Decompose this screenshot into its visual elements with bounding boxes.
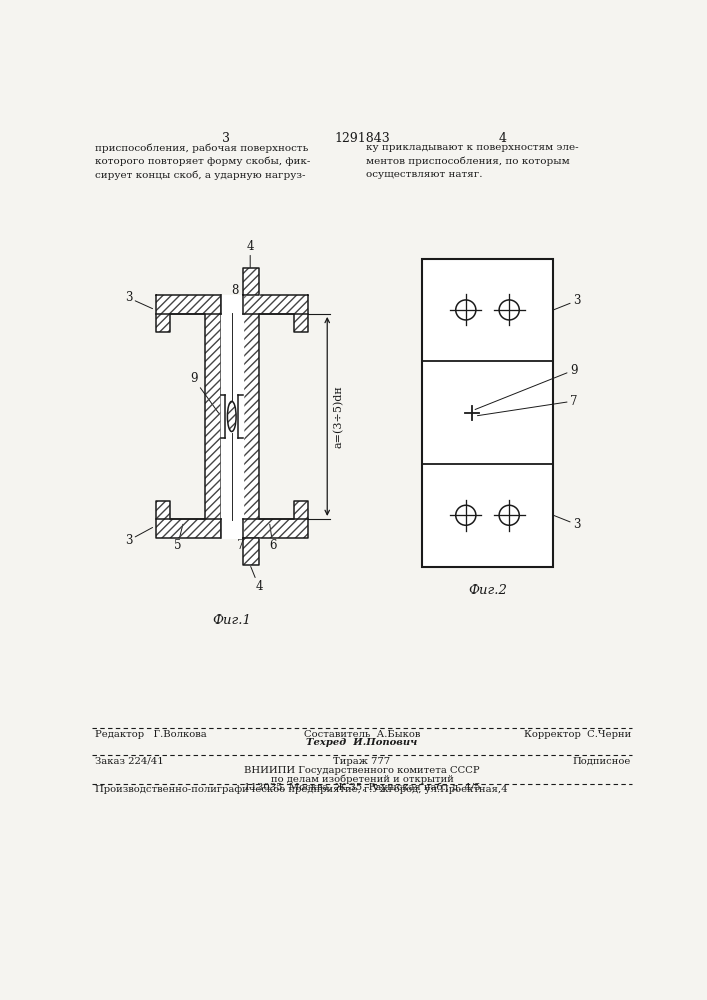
Ellipse shape (228, 401, 236, 432)
Circle shape (499, 300, 519, 320)
Text: 9: 9 (190, 372, 218, 413)
Polygon shape (243, 538, 259, 565)
Text: Подписное: Подписное (573, 757, 631, 766)
Text: Фиг.1: Фиг.1 (212, 614, 251, 627)
Text: 3: 3 (125, 527, 153, 547)
Text: Фиг.2: Фиг.2 (468, 584, 507, 597)
Text: Производственно-полиграфическое предприятие, г.Ужгород, ул.Проектная,4: Производственно-полиграфическое предприя… (95, 785, 507, 794)
Text: 7: 7 (234, 524, 244, 552)
Polygon shape (221, 395, 226, 438)
Text: Тираж 777: Тираж 777 (334, 757, 390, 766)
Polygon shape (243, 268, 259, 295)
Text: Заказ 224/41: Заказ 224/41 (95, 757, 163, 766)
Text: 3: 3 (554, 294, 580, 310)
Text: 4: 4 (250, 565, 262, 593)
Polygon shape (221, 295, 243, 538)
Text: a=(3÷5)dн: a=(3÷5)dн (334, 385, 344, 448)
Text: 9: 9 (475, 364, 578, 410)
Text: 5: 5 (174, 524, 183, 552)
Text: Составитель  А.Быков: Составитель А.Быков (304, 730, 420, 739)
Polygon shape (156, 295, 221, 538)
Polygon shape (243, 295, 308, 538)
Text: по делам изобретений и открытий: по делам изобретений и открытий (271, 774, 453, 784)
Text: Техред  И.Попович: Техред И.Попович (306, 738, 418, 747)
Text: 7: 7 (477, 395, 578, 416)
Circle shape (456, 505, 476, 525)
Text: 6: 6 (269, 524, 276, 552)
Text: 3: 3 (554, 515, 580, 531)
Text: ВНИИПИ Государственного комитета СССР: ВНИИПИ Государственного комитета СССР (244, 766, 480, 775)
Text: 3: 3 (221, 132, 230, 145)
Text: приспособления, рабочая поверхность
которого повторяет форму скобы, фик-
сирует : приспособления, рабочая поверхность кото… (95, 143, 310, 180)
Polygon shape (238, 395, 243, 438)
Text: 4: 4 (247, 240, 254, 268)
Circle shape (499, 505, 519, 525)
Text: 1291843: 1291843 (334, 132, 390, 145)
Text: Редактор   Г.Волкова: Редактор Г.Волкова (95, 730, 206, 739)
Text: ку прикладывают к поверхностям эле-
ментов приспособления, по которым
осуществля: ку прикладывают к поверхностям эле- мент… (366, 143, 578, 179)
Text: 8: 8 (221, 284, 239, 305)
Circle shape (456, 300, 476, 320)
Text: 4: 4 (499, 132, 507, 145)
Text: 3: 3 (125, 291, 153, 309)
Text: Корректор  С.Черни: Корректор С.Черни (524, 730, 631, 739)
Text: 113035, Москва, Ж-35, Раушская наб., д. 4/5: 113035, Москва, Ж-35, Раушская наб., д. … (244, 783, 480, 792)
Bar (421, 259, 554, 567)
